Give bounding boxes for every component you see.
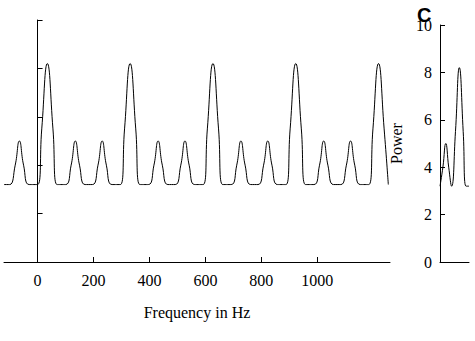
svg-text:Power: Power xyxy=(388,122,405,164)
svg-text:1000: 1000 xyxy=(301,272,333,289)
svg-text:400: 400 xyxy=(137,272,161,289)
svg-text:600: 600 xyxy=(193,272,217,289)
svg-text:200: 200 xyxy=(82,272,106,289)
svg-text:8: 8 xyxy=(424,64,432,81)
svg-text:2: 2 xyxy=(424,206,432,223)
svg-text:0: 0 xyxy=(34,272,42,289)
svg-text:Frequency in Hz: Frequency in Hz xyxy=(144,304,251,322)
svg-text:C: C xyxy=(417,4,431,26)
svg-text:800: 800 xyxy=(249,272,273,289)
svg-text:0: 0 xyxy=(424,254,432,271)
svg-text:4: 4 xyxy=(424,159,432,176)
svg-text:6: 6 xyxy=(424,111,432,128)
